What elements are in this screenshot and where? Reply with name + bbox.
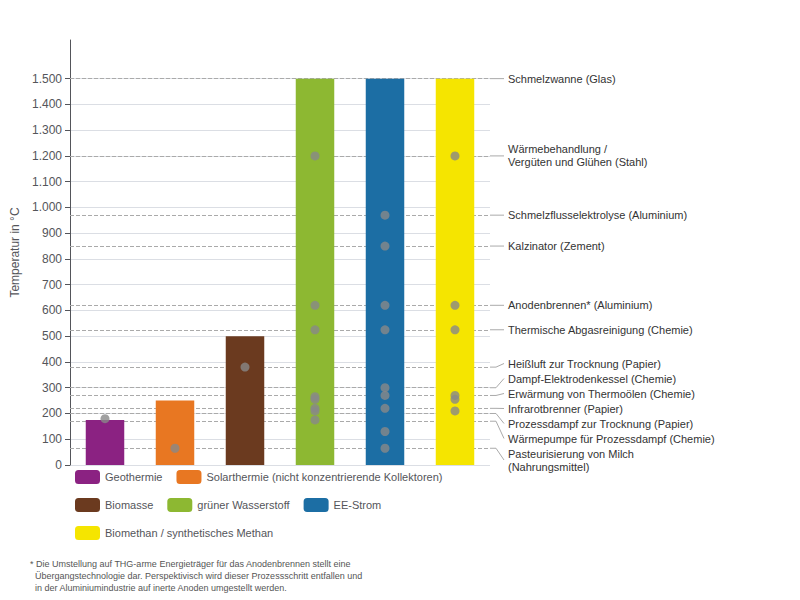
svg-text:Anodenbrennen* (Aluminium): Anodenbrennen* (Aluminium) [508, 299, 652, 311]
svg-text:Solarthermie (nicht konzentrie: Solarthermie (nicht konzentrierende Koll… [206, 471, 442, 483]
svg-text:Erwärmung von Thermoölen (Chem: Erwärmung von Thermoölen (Chemie) [508, 388, 695, 400]
svg-text:grüner Wasserstoff: grüner Wasserstoff [197, 499, 290, 511]
svg-text:Prozessdampf zur Trocknung (Pa: Prozessdampf zur Trocknung (Papier) [508, 418, 693, 430]
svg-text:Übergangstechnologie dar. Pers: Übergangstechnologie dar. Perspektivisch… [30, 571, 362, 581]
svg-text:Thermische Abgasreinigung (Che: Thermische Abgasreinigung (Chemie) [508, 324, 693, 336]
svg-text:900: 900 [42, 226, 62, 240]
svg-text:100: 100 [42, 432, 62, 446]
svg-text:600: 600 [42, 303, 62, 317]
svg-text:Vergüten und Glühen (Stahl): Vergüten und Glühen (Stahl) [508, 156, 647, 168]
svg-text:500: 500 [42, 329, 62, 343]
svg-text:1.100: 1.100 [32, 175, 62, 189]
svg-text:1.300: 1.300 [32, 123, 62, 137]
svg-text:1.500: 1.500 [32, 72, 62, 86]
svg-text:400: 400 [42, 355, 62, 369]
svg-text:Temperatur in °C: Temperatur in °C [8, 207, 22, 297]
svg-text:700: 700 [42, 278, 62, 292]
svg-text:EE-Strom: EE-Strom [334, 499, 382, 511]
svg-text:1.200: 1.200 [32, 149, 62, 163]
svg-text:Geothermie: Geothermie [105, 471, 162, 483]
svg-text:Dampf-Elektrodenkessel (Chemie: Dampf-Elektrodenkessel (Chemie) [508, 373, 676, 385]
svg-text:Pasteurisierung von Milch: Pasteurisierung von Milch [508, 448, 634, 460]
svg-text:Biomethan / synthetisches Meth: Biomethan / synthetisches Methan [105, 527, 273, 539]
svg-text:Schmelzflusselektrolyse (Alumi: Schmelzflusselektrolyse (Aluminium) [508, 209, 687, 221]
svg-text:800: 800 [42, 252, 62, 266]
svg-text:(Nahrungsmittel): (Nahrungsmittel) [508, 461, 589, 473]
svg-text:Biomasse: Biomasse [105, 499, 153, 511]
svg-text:in der Aluminiumindustrie auf: in der Aluminiumindustrie auf inerte Ano… [30, 583, 287, 593]
svg-text:Schmelzwanne (Glas): Schmelzwanne (Glas) [508, 73, 616, 85]
svg-text:300: 300 [42, 381, 62, 395]
svg-text:Wärmepumpe für Prozessdampf (C: Wärmepumpe für Prozessdampf (Chemie) [508, 433, 715, 445]
svg-text:Wärmebehandlung /: Wärmebehandlung / [508, 143, 608, 155]
svg-text:0: 0 [55, 458, 62, 472]
svg-text:Kalzinator (Zement): Kalzinator (Zement) [508, 240, 605, 252]
svg-text:1.400: 1.400 [32, 97, 62, 111]
svg-text:Infrarotbrenner (Papier): Infrarotbrenner (Papier) [508, 403, 623, 415]
svg-text:* Die Umstellung auf THG-arme: * Die Umstellung auf THG-arme Energieträ… [30, 559, 351, 569]
svg-text:Heißluft zur Trocknung (Papier: Heißluft zur Trocknung (Papier) [508, 358, 661, 370]
svg-text:200: 200 [42, 406, 62, 420]
svg-text:1.000: 1.000 [32, 200, 62, 214]
